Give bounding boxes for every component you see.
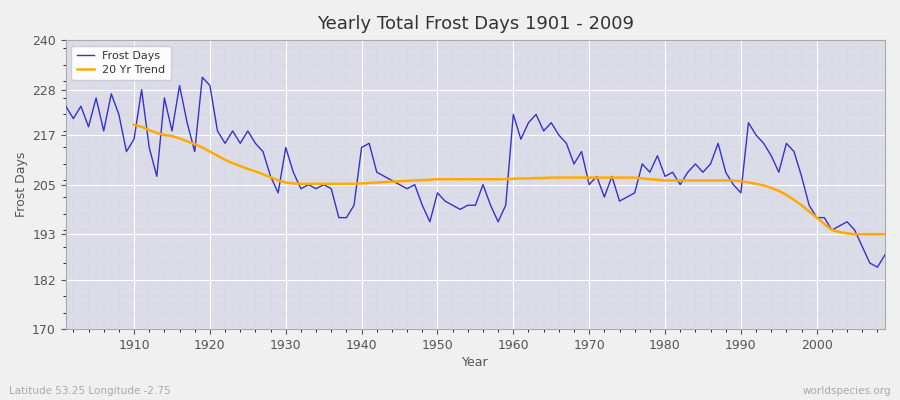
Frost Days bbox=[197, 75, 208, 80]
Line: 20 Yr Trend: 20 Yr Trend bbox=[134, 125, 885, 234]
Frost Days bbox=[508, 112, 518, 117]
Frost Days bbox=[121, 149, 131, 154]
20 Yr Trend bbox=[850, 232, 860, 236]
Y-axis label: Frost Days: Frost Days bbox=[15, 152, 28, 217]
20 Yr Trend bbox=[303, 181, 314, 186]
Frost Days bbox=[516, 137, 526, 142]
X-axis label: Year: Year bbox=[462, 356, 489, 369]
Title: Yearly Total Frost Days 1901 - 2009: Yearly Total Frost Days 1901 - 2009 bbox=[317, 15, 634, 33]
20 Yr Trend bbox=[576, 175, 587, 180]
Line: Frost Days: Frost Days bbox=[66, 77, 885, 267]
Text: worldspecies.org: worldspecies.org bbox=[803, 386, 891, 396]
20 Yr Trend bbox=[273, 178, 284, 183]
Frost Days bbox=[607, 174, 617, 179]
Frost Days bbox=[879, 252, 890, 257]
Frost Days bbox=[341, 215, 352, 220]
20 Yr Trend bbox=[842, 231, 852, 236]
Frost Days bbox=[60, 104, 71, 108]
20 Yr Trend bbox=[129, 122, 140, 127]
Text: Latitude 53.25 Longitude -2.75: Latitude 53.25 Longitude -2.75 bbox=[9, 386, 171, 396]
20 Yr Trend bbox=[516, 176, 526, 181]
20 Yr Trend bbox=[879, 232, 890, 236]
20 Yr Trend bbox=[819, 222, 830, 226]
Frost Days bbox=[872, 265, 883, 270]
Frost Days bbox=[295, 186, 306, 191]
Legend: Frost Days, 20 Yr Trend: Frost Days, 20 Yr Trend bbox=[71, 46, 171, 80]
